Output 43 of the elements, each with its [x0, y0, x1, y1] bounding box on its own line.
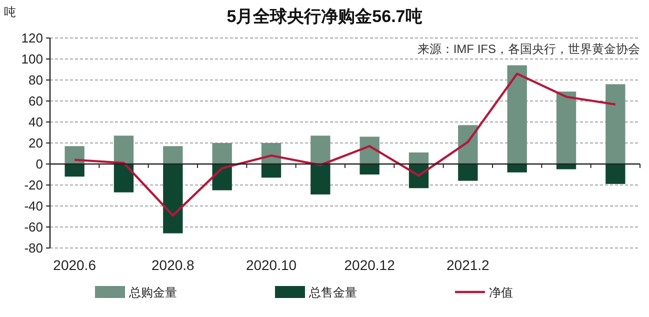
y-tick-label: -40: [24, 198, 43, 214]
y-tick-label: -60: [24, 220, 43, 234]
y-tick-label: 40: [28, 114, 43, 130]
y-tick-label: 100: [21, 52, 43, 66]
bar: [212, 143, 232, 164]
bar: [606, 84, 626, 164]
x-tick-label: 2020.12: [344, 257, 396, 273]
line-series: [73, 72, 617, 217]
legend-label: 总售金量: [308, 286, 357, 300]
bar: [507, 164, 527, 172]
y-tick-label: -20: [24, 178, 43, 192]
y-tick-label: 0: [36, 156, 43, 172]
bar: [458, 125, 478, 164]
annotation: 来源：IMF IFS，各国央行，世界黄金协会: [417, 42, 640, 56]
bar: [163, 146, 183, 164]
x-tick-label: 2020.10: [246, 257, 297, 273]
bar: [458, 164, 478, 181]
y-tick-label: 80: [28, 72, 43, 88]
bar: [64, 146, 84, 164]
bar: [310, 136, 330, 164]
y-tick-label: 60: [28, 94, 43, 108]
chart-title: 5月全球央行净购金56.7吨: [226, 7, 422, 26]
bar: [310, 164, 330, 194]
bar: [360, 164, 380, 174]
bar: [556, 92, 576, 164]
y-tick-label: 20: [28, 136, 43, 150]
legend-label: 总购金量: [128, 286, 177, 300]
bar: [114, 164, 134, 192]
bar: [114, 136, 134, 164]
bar: [408, 152, 429, 164]
bar: [64, 164, 84, 177]
bar: [261, 164, 282, 178]
bar: [606, 164, 626, 184]
bar: [507, 65, 527, 164]
bar: [163, 164, 183, 234]
x-tick-label: 2020.8: [152, 257, 195, 273]
y-axis-title: 吨: [4, 5, 16, 19]
legend-label: 净值: [489, 286, 513, 300]
x-tick-label: 2021.2: [446, 257, 490, 273]
bar: [556, 164, 576, 170]
y-tick-label: 120: [21, 30, 43, 46]
x-tick-label: 2020.6: [53, 257, 96, 273]
y-tick-label: -80: [24, 240, 43, 256]
